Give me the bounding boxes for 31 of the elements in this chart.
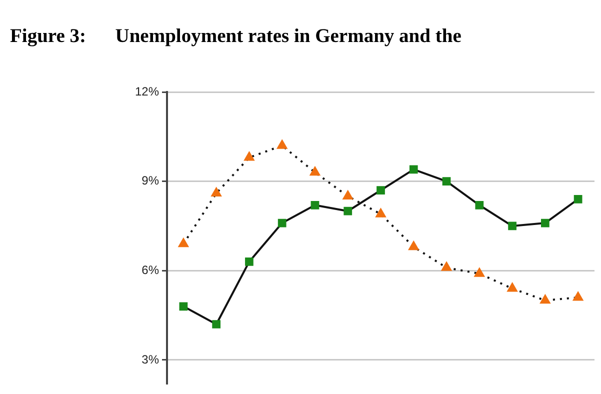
point bbox=[245, 258, 254, 266]
point bbox=[574, 195, 582, 204]
point bbox=[442, 262, 452, 271]
chart-title: Figure 3: Unemployment rates in Germany and the bbox=[10, 26, 462, 48]
y-tick-label: 12% bbox=[134, 84, 160, 98]
point bbox=[211, 188, 222, 196]
y-tick-label: 6% bbox=[142, 262, 160, 277]
point bbox=[475, 200, 484, 210]
y-tick-label: 3% bbox=[142, 352, 160, 366]
point bbox=[474, 268, 484, 277]
point bbox=[310, 166, 320, 176]
point bbox=[376, 208, 386, 218]
point bbox=[540, 294, 550, 304]
point bbox=[573, 292, 583, 301]
point bbox=[507, 283, 518, 292]
point bbox=[212, 320, 221, 328]
point bbox=[508, 222, 516, 230]
point bbox=[344, 206, 352, 216]
point bbox=[342, 190, 353, 200]
point bbox=[244, 152, 254, 161]
point bbox=[376, 186, 385, 194]
point bbox=[409, 165, 418, 174]
point bbox=[278, 218, 286, 228]
point bbox=[540, 218, 550, 228]
point bbox=[277, 140, 287, 149]
point bbox=[442, 177, 451, 186]
y-tick-label: 9% bbox=[142, 174, 160, 188]
point bbox=[310, 200, 320, 210]
point bbox=[178, 238, 188, 248]
point bbox=[179, 302, 188, 311]
point bbox=[408, 241, 419, 250]
